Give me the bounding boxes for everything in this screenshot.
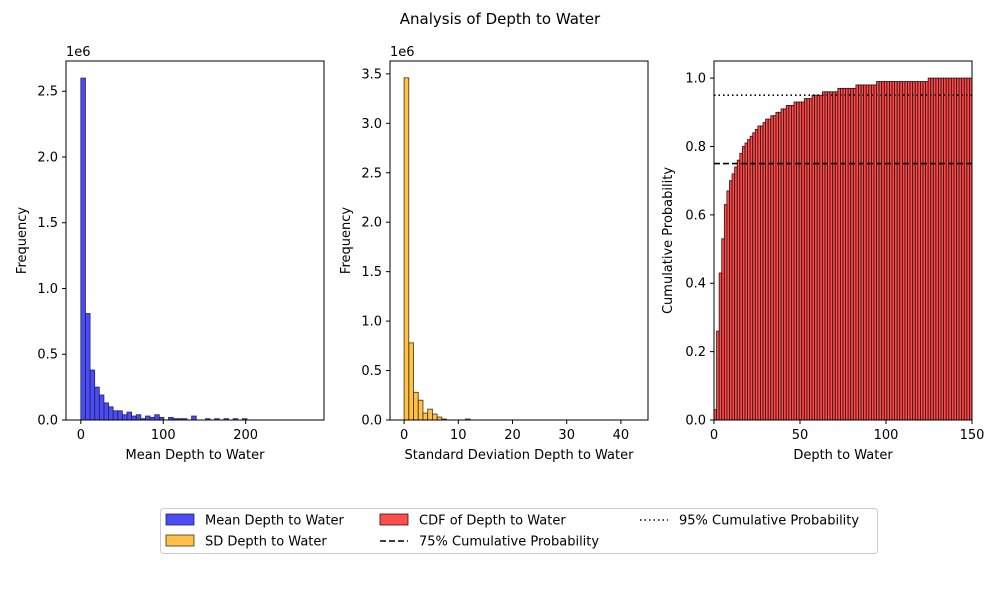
x-tick-label: 100 bbox=[151, 428, 176, 443]
bar bbox=[135, 414, 142, 421]
y-offset-text: 1e6 bbox=[66, 45, 91, 60]
bar bbox=[85, 313, 91, 421]
y-tick-label: 1.5 bbox=[361, 265, 382, 280]
legend-frame bbox=[160, 508, 878, 554]
legend-item: 95% Cumulative Probability bbox=[640, 514, 859, 529]
legend-item: Mean Depth to Water bbox=[165, 513, 345, 529]
bar bbox=[422, 412, 429, 421]
legend-swatch bbox=[165, 534, 195, 547]
legend-item: 75% Cumulative Probability bbox=[380, 535, 599, 550]
x-tick-label: 100 bbox=[874, 428, 899, 443]
bar bbox=[108, 406, 114, 421]
bars-3 bbox=[713, 77, 973, 421]
legend-item: SD Depth to Water bbox=[165, 534, 327, 550]
x-tick-label: 40 bbox=[613, 428, 630, 443]
x-axis-label: Mean Depth to Water bbox=[126, 448, 266, 463]
figure-title: Analysis of Depth to Water bbox=[400, 10, 601, 28]
x-tick-label: 0 bbox=[710, 428, 718, 443]
legend-label: 75% Cumulative Probability bbox=[419, 535, 599, 550]
y-axis-label: Frequency bbox=[339, 207, 354, 274]
y-axis-label: Cumulative Probability bbox=[661, 167, 676, 314]
axes-frame bbox=[713, 60, 973, 421]
panel-2: 0 10 20 30 40 0.0 0.5 1.0 1.5 2.0 2.5 3.0 3.5 1e6 Stan… bbox=[339, 45, 649, 463]
y-axis-label: Frequency bbox=[15, 207, 30, 274]
y-tick-label: 0.5 bbox=[37, 348, 58, 363]
y-tick-label: 3.5 bbox=[361, 67, 382, 82]
bar bbox=[408, 342, 414, 421]
bar bbox=[117, 410, 123, 421]
bar bbox=[126, 411, 133, 421]
x-tick-label: 200 bbox=[233, 428, 258, 443]
legend-label: 95% Cumulative Probability bbox=[679, 514, 859, 529]
axes-frame bbox=[65, 60, 325, 421]
axes-frame bbox=[389, 60, 649, 421]
bar bbox=[80, 77, 86, 421]
legend-label: CDF of Depth to Water bbox=[419, 514, 566, 529]
x-tick-label: 20 bbox=[504, 428, 521, 443]
x-tick-label: 50 bbox=[792, 428, 809, 443]
bar bbox=[89, 369, 96, 421]
bar bbox=[98, 394, 105, 421]
bar bbox=[427, 408, 433, 421]
y-tick-label: 1.0 bbox=[37, 282, 58, 297]
panel-3: 0 50 100 150 0.0 0.2 0.4 0.6 0.8 1.0 Depth to Wate… bbox=[661, 60, 985, 463]
legend-swatch bbox=[379, 513, 409, 526]
panel-1: 0 100 200 0.0 0.5 1.0 1.5 2.0 2.5 1e6 Mean Depth t… bbox=[15, 45, 325, 463]
y-tick-label: 2.0 bbox=[37, 150, 58, 165]
legend-label: SD Depth to Water bbox=[205, 535, 327, 550]
bar bbox=[431, 413, 438, 421]
y-tick-label: 0.5 bbox=[361, 364, 382, 379]
bar bbox=[417, 399, 424, 421]
y-tick-label: 3.0 bbox=[361, 117, 382, 132]
x-tick-label: 10 bbox=[450, 428, 467, 443]
y-tick-label: 0.6 bbox=[685, 208, 706, 223]
bars-2 bbox=[403, 77, 471, 421]
bar bbox=[191, 415, 197, 421]
bars-1 bbox=[80, 77, 248, 421]
y-tick-label: 0.0 bbox=[37, 414, 58, 429]
bar bbox=[94, 386, 100, 421]
legend-swatch bbox=[165, 513, 195, 526]
bar bbox=[413, 391, 419, 421]
bar bbox=[131, 415, 137, 421]
y-tick-label: 0.2 bbox=[685, 345, 706, 360]
legend-item: CDF of Depth to Water bbox=[379, 513, 566, 529]
y-tick-label: 0.0 bbox=[361, 414, 382, 429]
y-tick-label: 1.0 bbox=[361, 315, 382, 330]
y-tick-label: 2.5 bbox=[361, 166, 382, 181]
bar bbox=[403, 77, 410, 421]
x-tick-label: 0 bbox=[77, 428, 85, 443]
y-tick-label: 1.5 bbox=[37, 216, 58, 231]
x-axis-label: Depth to Water bbox=[793, 448, 893, 463]
y-tick-label: 0.0 bbox=[685, 414, 706, 429]
bar bbox=[112, 410, 119, 421]
x-tick-label: 150 bbox=[960, 428, 985, 443]
y-tick-label: 0.4 bbox=[685, 277, 706, 292]
bar bbox=[154, 414, 160, 421]
bar bbox=[103, 402, 109, 421]
y-tick-label: 2.5 bbox=[37, 85, 58, 100]
y-tick-label: 0.8 bbox=[685, 140, 706, 155]
x-axis-label: Standard Deviation Depth to Water bbox=[405, 448, 635, 463]
bar bbox=[121, 414, 128, 421]
y-tick-label: 1.0 bbox=[685, 72, 706, 87]
x-tick-label: 30 bbox=[558, 428, 575, 443]
y-offset-text: 1e6 bbox=[390, 45, 415, 60]
legend-label: Mean Depth to Water bbox=[205, 514, 345, 529]
x-tick-label: 0 bbox=[400, 428, 408, 443]
y-tick-label: 2.0 bbox=[361, 216, 382, 231]
bar bbox=[145, 415, 151, 421]
legend: Mean Depth to Water SD Depth to Water CDF … bbox=[160, 508, 878, 554]
